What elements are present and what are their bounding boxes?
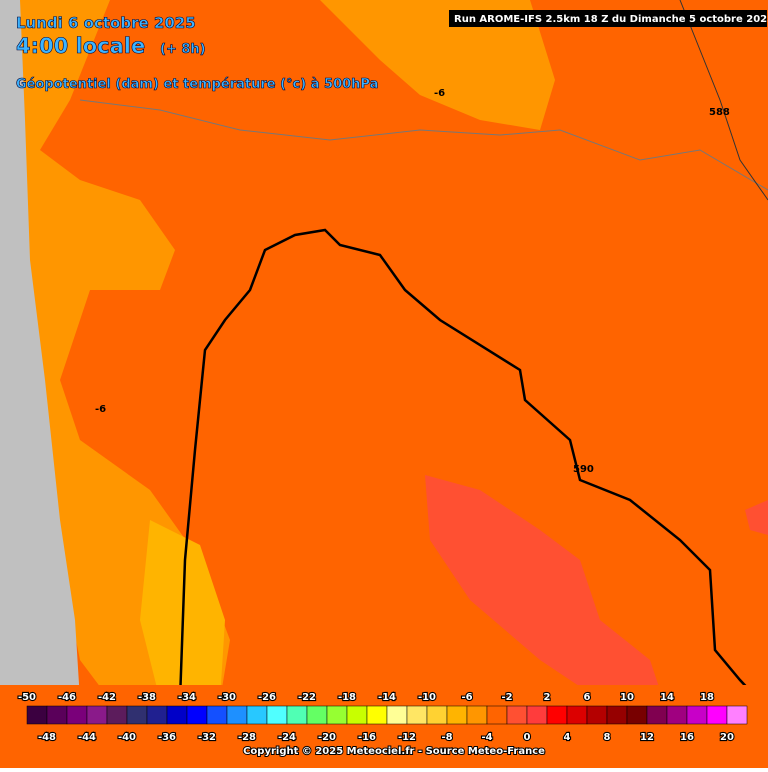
legend-background [0, 685, 768, 768]
legend-tick-label: -40 [118, 732, 136, 743]
legend-tick-label: 6 [584, 692, 591, 703]
legend-tick-label: -20 [318, 732, 336, 743]
legend-swatch [266, 705, 288, 725]
legend-tick-label: -8 [441, 732, 452, 743]
legend-swatch [106, 705, 128, 725]
legend-swatch [346, 705, 368, 725]
contour [679, 0, 768, 201]
legend-swatch [446, 705, 468, 725]
legend-swatch [626, 705, 648, 725]
run-box [449, 10, 767, 27]
legend-tick-label: 16 [680, 732, 694, 743]
legend-tick-label: 18 [700, 692, 714, 703]
legend-tick-label: 20 [720, 732, 734, 743]
legend-tick-label: 0 [524, 732, 531, 743]
legend-swatch [146, 705, 168, 725]
contour-label: -6 [434, 88, 445, 99]
date: Lundi 6 octobre 2025 [16, 14, 196, 32]
legend-swatch [466, 705, 488, 725]
legend-tick-label: -34 [178, 692, 196, 703]
cold-area [745, 500, 768, 535]
subtitle: Géopotentiel (dam) et température (°c) à… [16, 77, 378, 92]
legend-tick-label: -36 [158, 732, 176, 743]
legend-tick-label: -24 [278, 732, 296, 743]
region-line [79, 99, 768, 191]
legend-swatch [426, 705, 448, 725]
legend-tick-label: 10 [620, 692, 634, 703]
legend-swatch [126, 705, 148, 725]
legend-tick-label: -4 [481, 732, 492, 743]
legend-swatch [726, 705, 748, 725]
legend-swatch [386, 705, 408, 725]
legend-swatch [66, 705, 88, 725]
legend-tick-label: -28 [238, 732, 256, 743]
legend-tick-label: -38 [138, 692, 156, 703]
contour-label: -6 [95, 404, 106, 415]
legend-tick-label: -50 [18, 692, 36, 703]
legend-swatch [646, 705, 668, 725]
cold-area [425, 475, 670, 720]
run-info: Run AROME-IFS 2.5km 18 Z du Dimanche 5 o… [454, 14, 768, 25]
legend-tick-label: -12 [398, 732, 416, 743]
contour-label: 590 [573, 464, 594, 475]
legend-tick-label: -6 [461, 692, 472, 703]
legend-tick-label: -10 [418, 692, 436, 703]
legend-tick-label: 14 [660, 692, 674, 703]
legend-tick-label: -14 [378, 692, 396, 703]
legend-tick-label: -22 [298, 692, 316, 703]
legend-swatch [286, 705, 308, 725]
legend-swatch [686, 705, 708, 725]
legend-swatch [506, 705, 528, 725]
legend-swatch [306, 705, 328, 725]
legend-swatch [366, 705, 388, 725]
legend-tick-label: 8 [604, 732, 611, 743]
legend-swatch [526, 705, 548, 725]
legend-tick-label: -18 [338, 692, 356, 703]
legend-swatch [406, 705, 428, 725]
legend-tick-label: -2 [501, 692, 512, 703]
legend-swatch [606, 705, 628, 725]
legend-swatch [226, 705, 248, 725]
legend-swatch [546, 705, 568, 725]
border [178, 228, 768, 711]
legend-swatch [206, 705, 228, 725]
legend-tick-label: -30 [218, 692, 236, 703]
legend-tick-label: -44 [78, 732, 96, 743]
warm-area [320, 0, 555, 130]
legend-tick-label: -16 [358, 732, 376, 743]
legend-tick-label: -32 [198, 732, 216, 743]
legend-tick-label: 4 [564, 732, 571, 743]
legend-tick-label: -26 [258, 692, 276, 703]
legend-swatch [706, 705, 728, 725]
legend-tick-label: -46 [58, 692, 76, 703]
land-mask [0, 0, 80, 700]
legend-swatch [486, 705, 508, 725]
legend-swatch [86, 705, 108, 725]
legend-swatch [46, 705, 68, 725]
legend-swatch [166, 705, 188, 725]
legend-swatch [566, 705, 588, 725]
legend-tick-label: 2 [544, 692, 551, 703]
legend-tick-label: -42 [98, 692, 116, 703]
contour-label: 588 [709, 107, 730, 118]
legend-swatch [326, 705, 348, 725]
lead-time: (+ 8h) [160, 42, 206, 57]
legend-swatch [186, 705, 208, 725]
time: 4:00 locale [16, 34, 145, 58]
legend-tick-label: 12 [640, 732, 654, 743]
legend-tick-label: -48 [38, 732, 56, 743]
legend-swatch [666, 705, 688, 725]
legend-swatch [586, 705, 608, 725]
legend-swatch [246, 705, 268, 725]
legend-swatch [26, 705, 48, 725]
copyright: Copyright © 2025 Meteociel.fr - Source M… [243, 746, 545, 757]
